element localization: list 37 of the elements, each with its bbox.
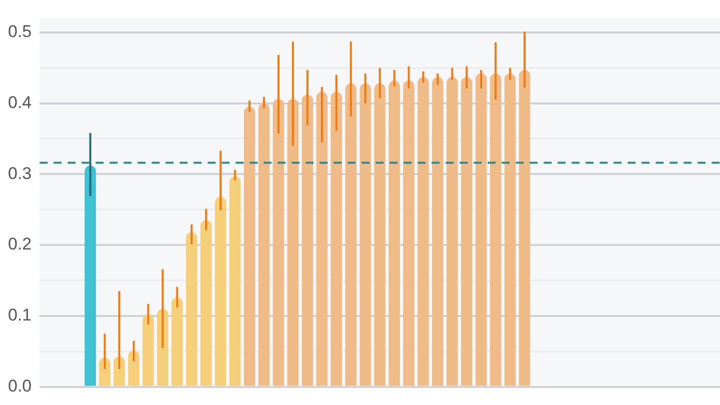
bar bbox=[84, 166, 96, 386]
bar bbox=[128, 350, 140, 386]
bar bbox=[316, 92, 328, 386]
y-tick-label: 0.3 bbox=[8, 164, 32, 183]
bar bbox=[403, 80, 414, 386]
y-tick-label: 0.5 bbox=[8, 22, 32, 42]
bar bbox=[461, 77, 472, 386]
bar bbox=[518, 70, 530, 386]
y-tick-label: 0.2 bbox=[8, 234, 32, 254]
bar bbox=[157, 308, 168, 386]
bar bbox=[374, 83, 386, 386]
y-tick-label: 0.1 bbox=[8, 306, 32, 325]
bar bbox=[345, 83, 357, 386]
bar bbox=[258, 103, 270, 386]
bar bbox=[360, 83, 371, 386]
bar bbox=[214, 196, 226, 386]
bar bbox=[302, 94, 314, 386]
bar bbox=[418, 77, 429, 386]
bar bbox=[229, 176, 241, 386]
bar bbox=[99, 358, 110, 386]
bar bbox=[446, 77, 458, 386]
bar bbox=[272, 99, 284, 386]
bar bbox=[142, 314, 154, 386]
bar bbox=[504, 73, 516, 386]
y-tick-label: 0.4 bbox=[8, 92, 32, 112]
bar bbox=[490, 73, 502, 386]
bar bbox=[244, 106, 256, 386]
bar bbox=[172, 297, 183, 386]
bar bbox=[200, 220, 212, 386]
bar bbox=[287, 99, 299, 386]
bar bbox=[186, 232, 198, 386]
bar bbox=[388, 80, 400, 386]
bar bbox=[114, 356, 125, 386]
bar bbox=[476, 73, 487, 386]
bar bbox=[432, 77, 444, 386]
bar bbox=[330, 92, 342, 386]
y-tick-label: 0.0 bbox=[8, 376, 32, 396]
